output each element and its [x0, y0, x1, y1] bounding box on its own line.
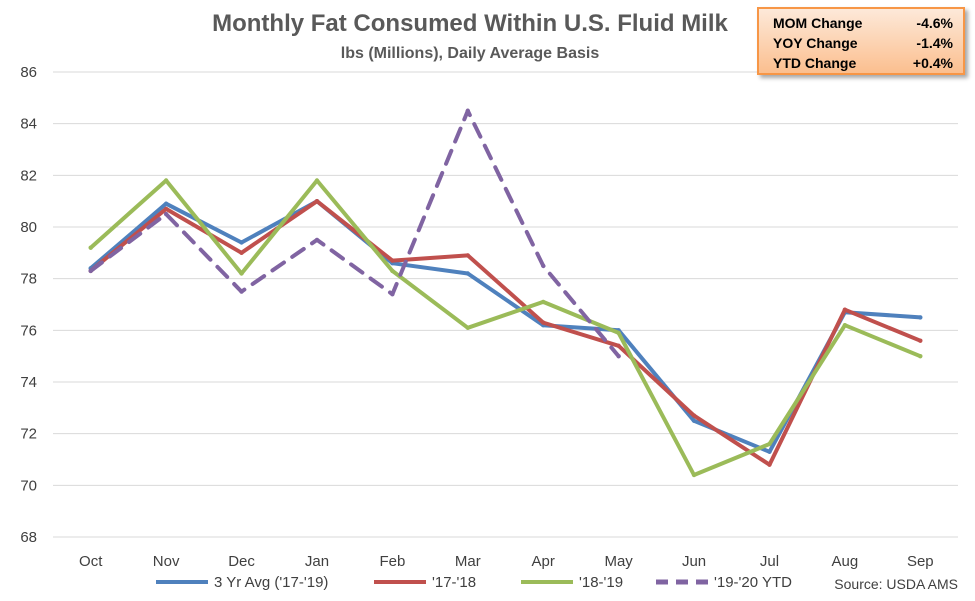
- x-tick-label: Mar: [455, 553, 481, 570]
- data-point: [767, 441, 772, 447]
- data-point: [691, 413, 697, 418]
- series-line-1: [88, 199, 923, 467]
- stat-label: MOM Change: [773, 15, 863, 31]
- data-point: [541, 263, 546, 268]
- chart-subtitle: lbs (Millions), Daily Average Basis: [341, 45, 600, 62]
- x-tick-label: Jan: [305, 553, 329, 570]
- legend-label: '17-'18: [432, 574, 476, 591]
- stat-value: -4.6%: [916, 15, 953, 31]
- data-point: [616, 353, 621, 359]
- x-tick-label: Sep: [907, 553, 934, 570]
- y-tick-label: 80: [20, 219, 37, 236]
- series-line-3: [88, 108, 621, 359]
- data-point: [239, 289, 244, 294]
- stat-value: +0.4%: [912, 55, 953, 71]
- change-stats-box: MOM Change -4.6% YOY Change -1.4% YTD Ch…: [757, 7, 965, 75]
- y-tick-label: 78: [20, 271, 37, 288]
- y-tick-label: 76: [20, 322, 37, 339]
- data-point: [163, 206, 169, 212]
- legend-label: '19-'20 YTD: [714, 574, 792, 591]
- data-point: [918, 315, 923, 320]
- series-lines: [88, 108, 923, 478]
- stat-row-mom: MOM Change -4.6%: [773, 13, 953, 33]
- legend-label: 3 Yr Avg ('17-'19): [214, 574, 328, 591]
- data-point: [239, 271, 244, 276]
- data-point: [767, 449, 772, 454]
- data-point: [390, 268, 395, 274]
- data-point: [88, 268, 93, 274]
- data-point: [163, 211, 169, 217]
- x-axis-ticks: Oct Nov Dec Jan Feb Mar Apr May Jun Jul Aug Sep: [79, 553, 934, 570]
- data-point: [541, 299, 546, 305]
- data-point: [691, 472, 697, 478]
- data-point: [314, 178, 320, 183]
- data-point: [314, 198, 320, 204]
- stat-row-yoy: YOY Change -1.4%: [773, 33, 953, 53]
- data-point: [616, 343, 621, 349]
- data-point: [465, 271, 470, 276]
- data-point: [239, 240, 244, 245]
- y-tick-label: 84: [20, 116, 37, 133]
- data-point: [691, 418, 697, 423]
- y-axis-ticks: 68 70 72 74 76 78 80 82 84 86: [20, 64, 37, 546]
- data-point: [918, 338, 923, 343]
- data-point: [314, 237, 320, 243]
- legend: 3 Yr Avg ('17-'19) '17-'18 '18-'19 '19-'20 …: [156, 574, 792, 591]
- x-tick-label: Oct: [79, 553, 103, 570]
- data-point: [163, 201, 169, 206]
- data-point: [465, 253, 470, 258]
- data-point: [465, 325, 470, 330]
- data-point: [390, 291, 395, 297]
- y-tick-label: 70: [20, 477, 37, 494]
- gridlines: [53, 71, 958, 538]
- stat-label: YTD Change: [773, 55, 857, 71]
- x-tick-label: May: [604, 553, 633, 570]
- stat-value: -1.4%: [916, 35, 953, 51]
- data-point: [465, 108, 470, 113]
- data-point: [918, 353, 923, 359]
- y-tick-label: 72: [20, 426, 37, 443]
- data-point: [163, 178, 169, 183]
- data-point: [390, 258, 395, 263]
- stat-label: YOY Change: [773, 35, 858, 51]
- x-tick-label: Jun: [682, 553, 706, 570]
- y-tick-label: 86: [20, 64, 37, 81]
- legend-label: '18-'19: [579, 574, 623, 591]
- series-line-2: [88, 178, 923, 477]
- data-point: [842, 307, 848, 312]
- x-tick-label: Feb: [379, 553, 405, 570]
- chart-title: Monthly Fat Consumed Within U.S. Fluid M…: [212, 10, 728, 37]
- data-point: [88, 245, 93, 250]
- x-tick-label: Dec: [228, 553, 255, 570]
- data-point: [541, 320, 546, 325]
- stat-row-ytd: YTD Change +0.4%: [773, 53, 953, 73]
- x-tick-label: Apr: [532, 553, 555, 570]
- x-tick-label: Nov: [153, 553, 180, 570]
- x-tick-label: Jul: [760, 553, 779, 570]
- series-line-0: [88, 199, 923, 454]
- data-point: [842, 322, 848, 328]
- x-tick-label: Aug: [832, 553, 859, 570]
- data-point: [767, 462, 772, 467]
- source-note: Source: USDA AMS: [834, 576, 958, 592]
- data-point: [239, 250, 244, 256]
- data-point: [616, 330, 621, 336]
- y-tick-label: 68: [20, 529, 37, 546]
- y-tick-label: 74: [20, 374, 37, 391]
- y-tick-label: 82: [20, 167, 37, 184]
